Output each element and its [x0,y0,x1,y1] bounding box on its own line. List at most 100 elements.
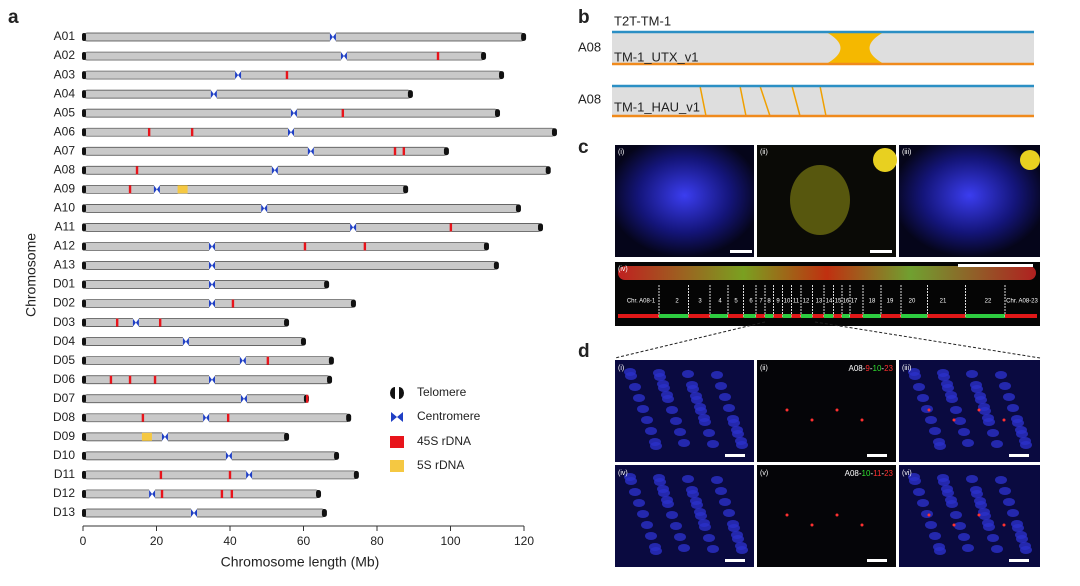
nucleus-blob [670,522,682,530]
nucleus-blob [954,417,966,425]
telomere [350,299,356,308]
centromere [210,89,217,100]
segment-bar [618,314,659,318]
centromere-half [211,261,215,270]
segment-label: 2 [675,299,679,305]
nucleus-blob [921,405,933,413]
x-tick-label: 60 [297,534,311,548]
chrom-label: D11 [54,467,75,481]
nucleus-blob [917,499,929,507]
centromere-half [225,451,229,460]
legend-centromere [397,412,403,422]
panel-label: a [8,7,19,28]
chromosome [82,394,309,404]
chromosome [82,146,449,156]
probe: A08- [845,469,862,478]
centromere-half [211,242,215,251]
chrom-label: A02 [54,48,76,62]
segment-bar [743,314,756,318]
subpanel-label: (vi) [902,470,912,477]
centromere-half [329,33,333,41]
chrom-label: A09 [54,181,76,195]
segment-bar [688,314,710,318]
chrom-label: D06 [53,372,75,386]
centromere [235,70,242,81]
synteny-band [612,32,1034,64]
telomere [82,261,86,270]
centromere [240,393,247,404]
rdna-45s [220,489,224,498]
centromere-half [203,413,207,422]
subpanel-label: (iv) [618,470,628,477]
synteny-panel: T2T-TM-1 A08 TM-1_UTX_v1 A08 TM-1_HAU_v1 [578,13,1034,118]
telomere [82,432,86,441]
centromere [246,469,253,480]
segment-bar [756,314,765,318]
rdna-45s [436,52,440,61]
segment-bar [791,314,801,318]
legend-telomere [390,387,395,399]
centromere [307,146,314,157]
rdna-45s [160,489,164,498]
nucleus-blob [987,429,999,437]
centromere-half [343,52,347,61]
segment-bar [842,314,850,318]
segment-bar [659,314,689,318]
centromere [329,32,336,42]
telomere [82,509,86,517]
chrom-label: A13 [54,258,76,272]
chrom-label: A01 [54,29,76,43]
signal [1020,150,1040,170]
telomere [82,52,86,61]
segment-label: 18 [869,299,876,305]
probe-label: A08-9-10-23 [848,364,893,373]
legend-label: 5S rDNA [417,458,464,472]
centromere [182,336,189,347]
nucleus-blob [925,521,937,529]
panel-label: c [578,137,589,158]
nucleus-blob [703,534,715,542]
probe-signal [977,513,981,517]
x-tick-label: 20 [150,534,164,548]
subpanel-label: (v) [760,470,768,477]
nucleus-blob [946,395,958,403]
segment-bar [965,314,1005,318]
rdna-45s [128,375,132,384]
image-cell: (i) [615,360,754,462]
scale-bar [725,454,745,457]
rdna-45s [363,242,367,251]
chromosome [82,89,413,99]
nucleus-blob [909,372,921,380]
rdna-45s [135,166,139,175]
nucleus-blob [909,477,921,485]
image-cell: (vi) [899,465,1040,567]
nucleus-blob [1007,404,1019,412]
scale-bar [958,264,1033,267]
probe-signal [1002,418,1006,422]
chromosome [82,451,339,461]
telomere [353,470,359,479]
legend-5s [390,460,404,472]
nucleus-blob [674,533,686,541]
segment-label: Chr. A08-1 [627,299,656,305]
nucleus-blob [682,370,694,378]
centromere [225,450,232,461]
nucleus-blob [691,396,703,404]
centromere-half [208,299,212,308]
segment-label: 16 [843,299,850,305]
nucleus-blob [1012,524,1024,532]
probe-signal [952,523,956,527]
telomere [321,509,327,517]
centromere [239,355,246,366]
fish-panel-d: (vi)(v)(iv)(iii)(ii)(i) A08-9-10-23 A08-… [615,360,1040,567]
chrom-label: A11 [55,220,76,234]
signal [873,148,897,172]
telomere [284,432,290,441]
nucleus-blob [732,535,744,543]
nucleus-blob [983,523,995,531]
nucleus-blob [958,533,970,541]
x-tick-label: 0 [80,534,87,548]
chromosome [82,165,551,175]
segment-bar [850,314,863,318]
